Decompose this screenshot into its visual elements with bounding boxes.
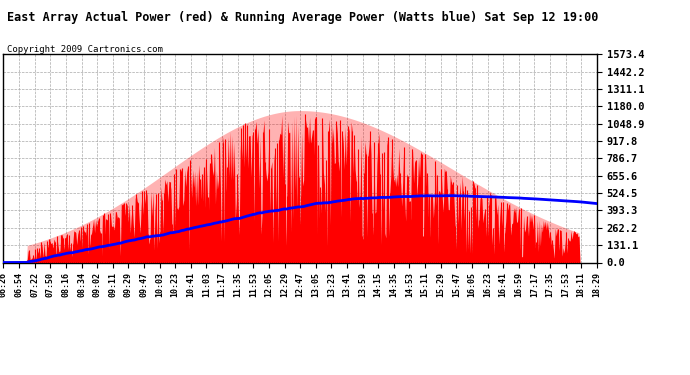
Text: East Array Actual Power (red) & Running Average Power (Watts blue) Sat Sep 12 19: East Array Actual Power (red) & Running … xyxy=(7,11,598,24)
Text: Copyright 2009 Cartronics.com: Copyright 2009 Cartronics.com xyxy=(7,45,163,54)
